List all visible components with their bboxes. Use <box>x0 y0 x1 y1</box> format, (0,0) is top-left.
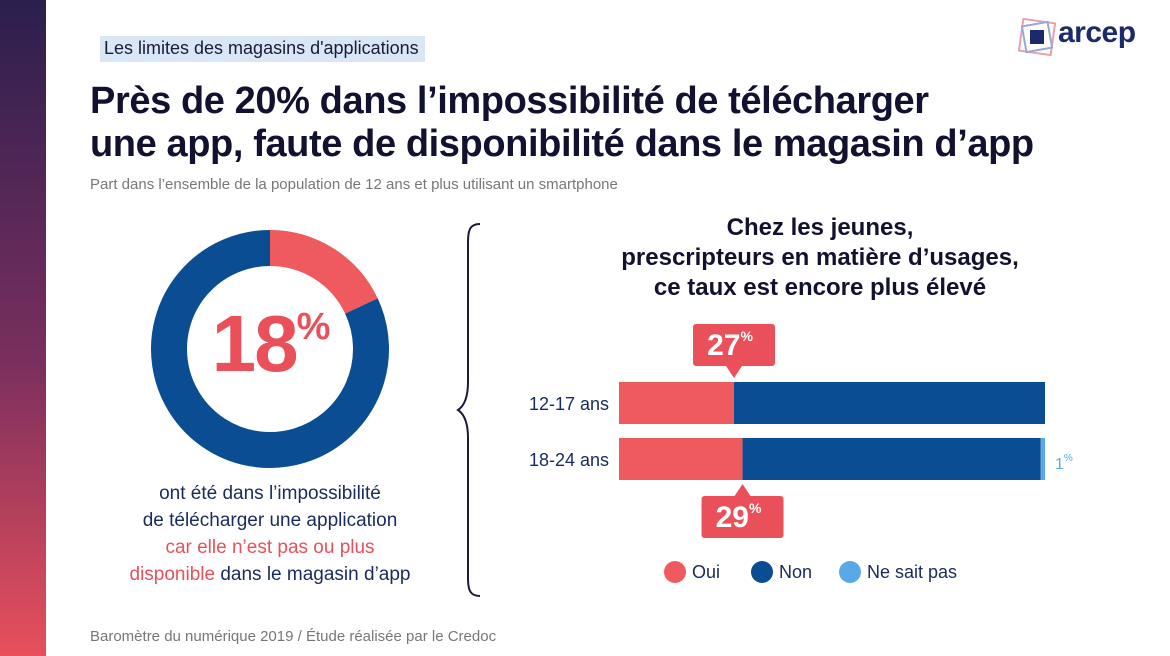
page-title: Près de 20% dans l’impossibilité de télé… <box>90 80 1160 166</box>
donut-chart <box>151 230 389 468</box>
arcep-logo: arcep <box>1018 14 1158 62</box>
section-tag: Les limites des magasins d'applications <box>100 36 425 62</box>
donut-slice-non <box>151 230 389 468</box>
legend-swatch <box>751 561 773 583</box>
donut-value-number: 18 <box>211 299 299 388</box>
oui-callout: 27% <box>693 324 776 378</box>
legend-swatch <box>839 561 861 583</box>
chart-title-line-3: ce taux est encore plus élevé <box>653 274 987 301</box>
title-line-1: Près de 20% dans l’impossibilité de télé… <box>90 80 929 122</box>
legend-swatch <box>664 561 686 583</box>
nsp-value-label: 1% <box>1055 453 1073 473</box>
bar-non <box>742 438 1041 480</box>
category-label: 18-24 ans <box>529 450 609 470</box>
donut-value: 18% <box>170 298 370 390</box>
logo-text: arcep <box>1058 16 1136 49</box>
curly-brace <box>456 223 481 597</box>
desc-line-4-rest: dans le magasin d’app <box>215 564 411 585</box>
bar-oui <box>619 382 735 424</box>
desc-line-1: ont été dans l’impossibilité <box>159 483 381 504</box>
legend-label: Non <box>779 562 812 582</box>
legend-label: Oui <box>692 562 720 582</box>
footer-source: Baromètre du numérique 2019 / Étude réal… <box>90 628 497 645</box>
chart-title: Chez les jeunes, prescripteurs en matièr… <box>560 213 1080 303</box>
donut-value-unit: % <box>296 306 331 348</box>
legend-item: Non <box>751 561 812 583</box>
stacked-bar-chart: 12-17 ans 18-24 ans 27% 29% 1% Oui Non Ne sait … <box>529 324 1073 583</box>
legend-item: Ne sait pas <box>839 561 957 583</box>
bar-oui <box>619 438 743 480</box>
title-line-2: une app, faute de disponibilité dans le … <box>90 123 1034 165</box>
chart-title-line-2: prescripteurs en matière d’usages, <box>621 244 1019 271</box>
donut-slice-oui <box>269 230 378 315</box>
desc-line-4-highlight: disponible <box>129 564 216 585</box>
side-gradient-bar <box>0 0 46 656</box>
desc-line-3: car elle n’est pas ou plus <box>165 537 375 558</box>
oui-callout: 29% <box>701 484 784 538</box>
legend-label: Ne sait pas <box>867 562 957 582</box>
bar-non <box>734 382 1045 424</box>
legend-item: Oui <box>664 561 720 583</box>
bar-ne-sait-pas <box>1040 438 1045 480</box>
page-subtitle: Part dans l’ensemble de la population de… <box>90 176 618 193</box>
arcep-logo-icon <box>1018 18 1056 56</box>
chart-title-line-1: Chez les jeunes, <box>726 214 914 241</box>
desc-line-4: disponible dans le magasin d’app <box>90 561 450 588</box>
donut-description: ont été dans l’impossibilité de téléchar… <box>90 480 450 588</box>
desc-line-2: de télécharger une application <box>142 510 398 531</box>
category-label: 12-17 ans <box>529 394 609 414</box>
